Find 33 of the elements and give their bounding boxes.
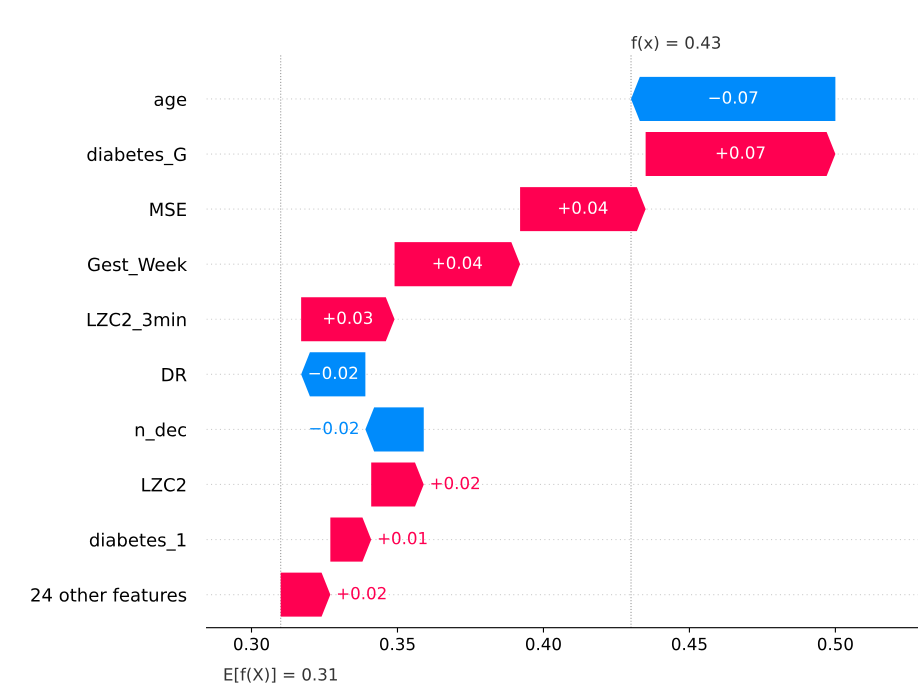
x-tick-label: 0.45 <box>672 638 707 650</box>
bar <box>301 297 395 342</box>
bar <box>394 242 520 286</box>
x-tick-label: 0.50 <box>818 638 853 650</box>
data-label: −0.02 <box>310 422 358 434</box>
y-tick-label: Gest_Week <box>88 257 188 276</box>
data-label: +0.04 <box>434 256 482 270</box>
y-tick-label: LZC2_3min <box>88 312 186 330</box>
y-tick-label: LZC2 <box>142 478 186 492</box>
bar <box>646 132 836 176</box>
data-label: −0.02 <box>309 366 358 380</box>
bar <box>520 187 646 232</box>
y-tick-label: DR <box>162 368 187 382</box>
data-label: −0.07 <box>709 91 758 104</box>
y-tick-label: 24 other features <box>31 588 186 602</box>
y-tick-label: age <box>154 96 186 110</box>
ref-line-label: E[f(X)] = 0.31 <box>224 668 337 683</box>
x-tick-label: 0.30 <box>234 638 269 650</box>
y-tick-label: MSE <box>150 202 186 216</box>
data-label: +0.01 <box>378 532 427 544</box>
data-label: +0.03 <box>324 311 372 324</box>
x-tick-label: 0.35 <box>380 638 415 650</box>
bar <box>301 352 366 396</box>
data-label: +0.07 <box>716 146 765 159</box>
y-tick-label: diabetes_G <box>87 147 186 166</box>
data-label: +0.02 <box>338 586 386 600</box>
y-tick-label: n_dec <box>136 422 186 441</box>
data-label: +0.02 <box>431 476 479 490</box>
x-tick-label: 0.40 <box>526 638 561 650</box>
bar <box>631 76 836 121</box>
y-tick-label: diabetes_1 <box>90 532 186 551</box>
ref-line-label: f(x) = 0.43 <box>631 36 720 51</box>
data-label: +0.04 <box>559 201 608 214</box>
